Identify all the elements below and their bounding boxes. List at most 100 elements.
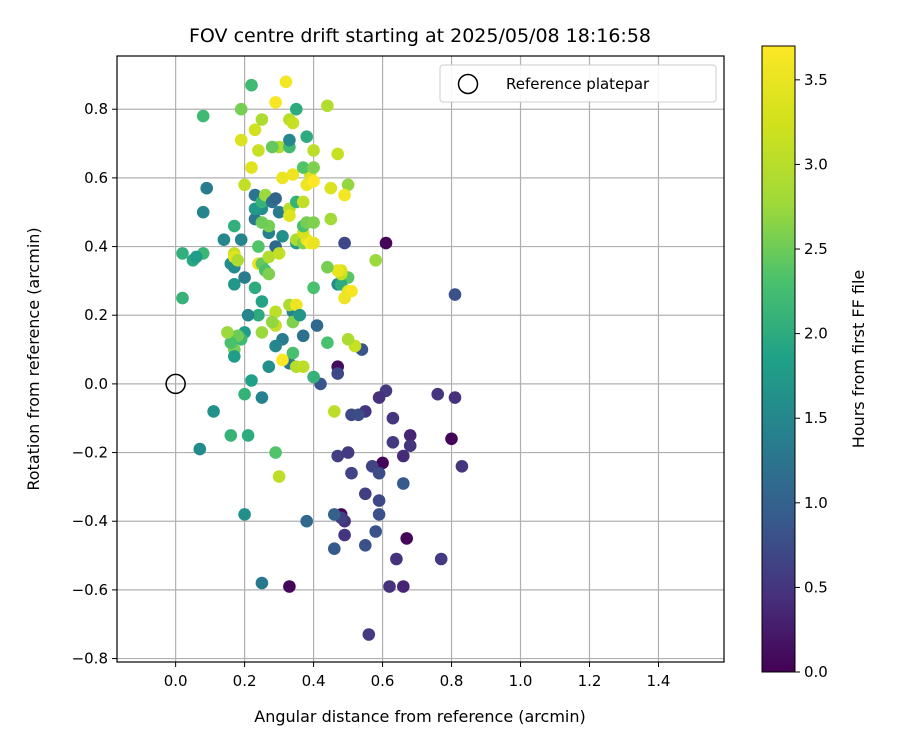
data-point-182 bbox=[307, 161, 320, 174]
data-point-145 bbox=[296, 161, 310, 174]
data-point-34 bbox=[369, 525, 383, 538]
y-tick-label-4: 0.0 bbox=[84, 375, 108, 393]
legend: Reference platepar bbox=[439, 64, 717, 103]
data-point-13 bbox=[448, 391, 462, 404]
data-point-46 bbox=[300, 514, 314, 528]
data-point-54 bbox=[224, 429, 238, 442]
plot-frame bbox=[116, 55, 725, 663]
y-tick-label-2: −0.4 bbox=[72, 512, 108, 530]
data-point-111 bbox=[262, 267, 276, 281]
x-axis-ticks: 0.0 0.2 0.4 0.6 0.8 1.0 1.2 1.4 bbox=[164, 662, 671, 690]
y-axis-ticks: −0.8 −0.6 −0.4 −0.2 0.0 0.2 0.4 0.6 0.8 bbox=[72, 100, 117, 668]
data-point-72 bbox=[286, 346, 300, 360]
data-point-2 bbox=[400, 532, 414, 545]
data-point-27 bbox=[341, 446, 355, 459]
reference-marker bbox=[165, 373, 186, 395]
data-point-56 bbox=[193, 442, 207, 456]
data-point-36 bbox=[328, 542, 341, 555]
data-point-1 bbox=[445, 432, 458, 446]
colorbar-tick-label-3: 1.5 bbox=[804, 409, 828, 427]
data-point-55 bbox=[207, 405, 220, 418]
data-point-126 bbox=[269, 192, 282, 205]
data-point-59 bbox=[328, 405, 341, 418]
data-point-101 bbox=[231, 253, 244, 267]
data-point-167 bbox=[283, 133, 296, 147]
data-point-174 bbox=[234, 102, 248, 116]
data-point-104 bbox=[234, 233, 248, 246]
data-point-82 bbox=[248, 281, 262, 295]
data-point-29 bbox=[359, 487, 372, 501]
data-point-0 bbox=[379, 236, 393, 250]
data-point-50 bbox=[262, 360, 276, 374]
data-point-188 bbox=[283, 209, 296, 222]
colorbar-label: Hours from first FF file bbox=[849, 270, 868, 449]
data-point-58 bbox=[272, 470, 286, 483]
data-point-62 bbox=[307, 281, 320, 295]
data-point-183 bbox=[238, 178, 251, 192]
data-point-96 bbox=[217, 233, 231, 246]
data-point-47 bbox=[255, 576, 269, 590]
data-point-79 bbox=[255, 326, 269, 339]
data-point-21 bbox=[372, 391, 386, 404]
data-point-178 bbox=[248, 123, 262, 137]
data-point-7 bbox=[362, 628, 376, 641]
data-point-19 bbox=[386, 411, 400, 425]
data-point-88 bbox=[224, 336, 238, 350]
legend-box bbox=[439, 64, 717, 103]
data-point-147 bbox=[331, 147, 345, 161]
data-point-24 bbox=[338, 528, 351, 542]
data-point-91 bbox=[176, 291, 189, 305]
data-point-141 bbox=[307, 216, 320, 229]
y-tick-label-7: 0.6 bbox=[84, 169, 108, 187]
data-point-32 bbox=[372, 494, 386, 507]
data-point-161 bbox=[341, 333, 355, 346]
data-point-168 bbox=[290, 102, 303, 116]
x-axis-label: Angular distance from reference (arcmin) bbox=[254, 707, 585, 726]
data-point-175 bbox=[234, 133, 248, 147]
x-tick-label-0: 0.0 bbox=[164, 672, 188, 690]
data-point-127 bbox=[276, 171, 289, 185]
data-point-35 bbox=[359, 539, 372, 552]
data-point-39 bbox=[448, 288, 462, 301]
data-point-148 bbox=[321, 99, 334, 113]
data-point-117 bbox=[272, 205, 286, 219]
data-point-170 bbox=[286, 116, 300, 130]
data-point-63 bbox=[310, 319, 324, 332]
x-tick-label-7: 1.4 bbox=[647, 672, 671, 690]
data-point-189 bbox=[321, 260, 334, 274]
data-point-40 bbox=[338, 236, 351, 250]
data-point-172 bbox=[269, 96, 282, 109]
y-tick-label-5: 0.2 bbox=[84, 306, 108, 324]
x-tick-label-1: 0.2 bbox=[233, 672, 257, 690]
data-point-64 bbox=[296, 329, 310, 343]
data-point-89 bbox=[221, 326, 234, 339]
y-tick-label-0: −0.8 bbox=[72, 650, 108, 668]
data-point-49 bbox=[255, 391, 269, 404]
data-point-128 bbox=[286, 168, 300, 181]
data-points bbox=[176, 75, 469, 641]
data-point-44 bbox=[331, 367, 345, 380]
y-tick-label-1: −0.6 bbox=[72, 581, 108, 599]
y-tick-label-6: 0.4 bbox=[84, 238, 108, 256]
data-point-78 bbox=[265, 315, 279, 329]
y-tick-label-8: 0.8 bbox=[84, 100, 108, 118]
data-point-83 bbox=[241, 308, 255, 322]
data-point-9 bbox=[397, 580, 410, 593]
colorbar-tick-label-5: 2.5 bbox=[804, 240, 828, 258]
data-point-33 bbox=[372, 508, 386, 521]
data-point-105 bbox=[228, 219, 241, 233]
data-point-61 bbox=[307, 370, 320, 384]
data-point-14 bbox=[431, 387, 445, 401]
data-point-162 bbox=[324, 212, 338, 226]
data-point-51 bbox=[245, 374, 258, 387]
colorbar-tick-label-1: 0.5 bbox=[804, 578, 828, 596]
data-point-28 bbox=[345, 466, 358, 480]
data-point-150 bbox=[338, 188, 351, 202]
data-point-38 bbox=[397, 477, 410, 490]
data-point-8 bbox=[383, 580, 396, 593]
data-point-119 bbox=[255, 216, 269, 229]
chart-title: FOV centre drift starting at 2025/05/08 … bbox=[189, 25, 651, 47]
data-point-71 bbox=[296, 360, 310, 374]
data-point-42 bbox=[352, 408, 365, 422]
data-point-163 bbox=[369, 253, 383, 267]
